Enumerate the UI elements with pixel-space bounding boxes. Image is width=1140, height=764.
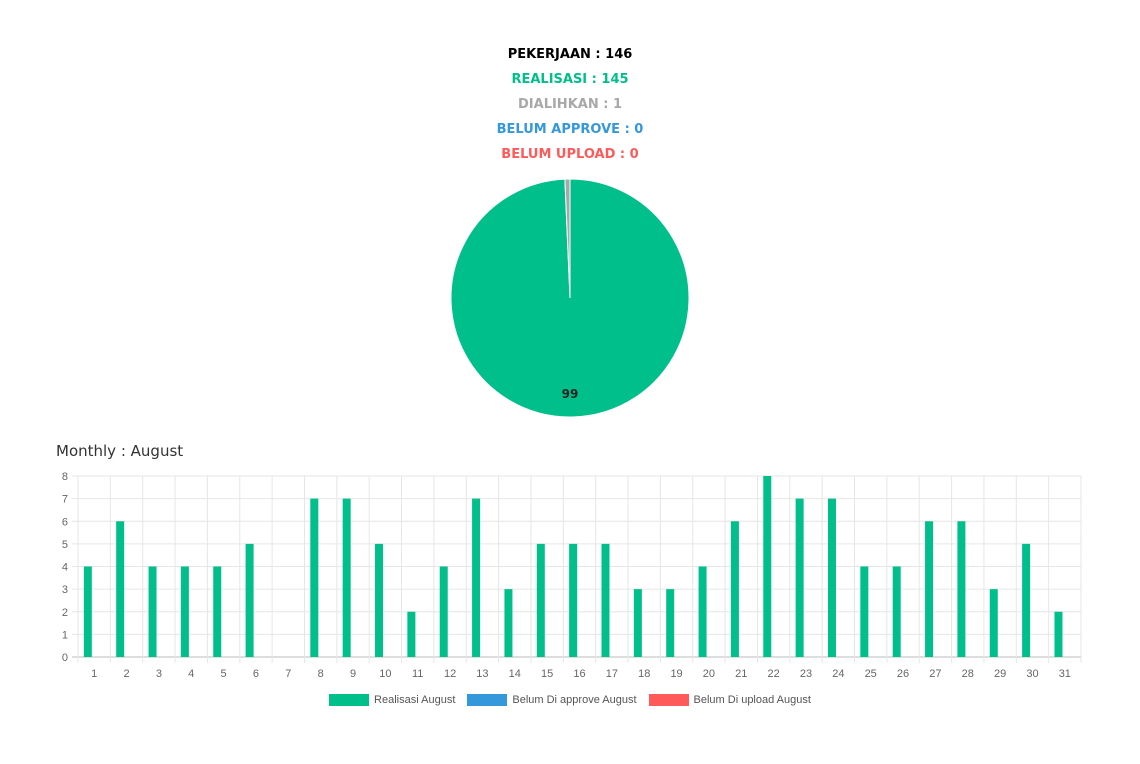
legend-swatch [329, 694, 370, 706]
y-tick-label: 5 [62, 539, 68, 551]
bar-realisasi-3[interactable] [148, 566, 157, 658]
x-tick-label: 28 [962, 668, 974, 680]
x-tick-label: 3 [156, 668, 162, 680]
x-tick-label: 5 [221, 668, 227, 680]
x-tick-label: 30 [1026, 668, 1038, 680]
bar-realisasi-16[interactable] [569, 543, 578, 657]
x-tick-label: 23 [800, 668, 812, 680]
legend-swatch [467, 694, 508, 706]
x-tick-label: 31 [1059, 668, 1071, 680]
x-tick-label: 22 [768, 668, 780, 680]
x-tick-label: 2 [123, 668, 129, 680]
bar-realisasi-14[interactable] [504, 589, 513, 657]
bar-realisasi-24[interactable] [827, 498, 836, 657]
y-tick-label: 7 [62, 494, 68, 506]
bar-realisasi-17[interactable] [601, 543, 610, 657]
bar-realisasi-25[interactable] [860, 566, 869, 658]
bar-realisasi-20[interactable] [698, 566, 707, 658]
x-tick-label: 25 [865, 668, 877, 680]
x-tick-label: 14 [509, 668, 521, 680]
bar-realisasi-8[interactable] [310, 498, 319, 657]
pie-data-label: 99 [562, 387, 579, 401]
x-tick-label: 1 [91, 668, 97, 680]
x-tick-label: 11 [412, 668, 423, 680]
x-tick-label: 12 [444, 668, 456, 680]
y-tick-label: 2 [62, 607, 68, 619]
legend-label: Belum Di approve August [512, 694, 637, 706]
x-tick-label: 4 [188, 668, 194, 680]
y-tick-label: 0 [62, 652, 68, 664]
bar-realisasi-18[interactable] [633, 589, 642, 657]
bar-realisasi-21[interactable] [730, 521, 739, 657]
stat-belum-approve: BELUM APPROVE : 0 [496, 122, 644, 137]
bar-realisasi-29[interactable] [989, 589, 998, 657]
stat-pekerjaan: PEKERJAAN : 146 [507, 47, 633, 62]
bar-realisasi-31[interactable] [1054, 611, 1063, 657]
x-tick-label: 13 [476, 668, 488, 680]
bar-realisasi-13[interactable] [472, 498, 481, 657]
pie-slice-1[interactable] [564, 178, 571, 299]
bar-realisasi-19[interactable] [666, 589, 675, 657]
legend-label: Realisasi August [374, 694, 456, 706]
bar-realisasi-11[interactable] [407, 611, 416, 657]
x-tick-label: 9 [350, 668, 356, 680]
x-tick-label: 27 [929, 668, 941, 680]
pie-chart: 99 [450, 178, 690, 418]
bar-realisasi-5[interactable] [213, 566, 222, 658]
x-tick-label: 21 [735, 668, 747, 680]
x-tick-label: 7 [285, 668, 291, 680]
bar-realisasi-12[interactable] [439, 566, 448, 658]
legend-item-realisasi[interactable]: Realisasi August [329, 694, 455, 706]
x-tick-label: 24 [832, 668, 844, 680]
x-tick-label: 18 [638, 668, 650, 680]
monthly-chart-title: Monthly : August [56, 442, 184, 460]
legend-label: Belum Di upload August [693, 694, 811, 706]
bar-realisasi-23[interactable] [795, 498, 804, 657]
summary-stats: PEKERJAAN : 146 REALISASI : 145 DIALIHKA… [0, 42, 1140, 167]
bar-realisasi-2[interactable] [116, 521, 125, 657]
y-tick-label: 6 [62, 516, 68, 528]
bar-realisasi-9[interactable] [342, 498, 351, 657]
bar-realisasi-4[interactable] [180, 566, 189, 658]
x-tick-label: 26 [897, 668, 909, 680]
bar-realisasi-6[interactable] [245, 543, 254, 657]
x-tick-label: 19 [670, 668, 682, 680]
bar-realisasi-28[interactable] [957, 521, 966, 657]
stat-belum-upload: BELUM UPLOAD : 0 [501, 147, 639, 162]
x-tick-label: 15 [541, 668, 553, 680]
y-tick-label: 4 [62, 562, 68, 574]
legend-item-belum-approve[interactable]: Belum Di approve August [467, 694, 637, 706]
stat-realisasi: REALISASI : 145 [511, 72, 629, 87]
bar-realisasi-10[interactable] [375, 543, 384, 657]
legend-swatch [648, 694, 689, 706]
y-tick-label: 8 [62, 471, 68, 483]
bar-realisasi-27[interactable] [925, 521, 934, 657]
x-tick-label: 6 [253, 668, 259, 680]
bar-realisasi-30[interactable] [1022, 543, 1031, 657]
y-tick-label: 3 [62, 584, 68, 596]
x-tick-label: 10 [379, 668, 391, 680]
x-tick-label: 29 [994, 668, 1006, 680]
bar-chart-legend: Realisasi August Belum Di approve August… [0, 694, 1140, 706]
x-tick-label: 17 [606, 668, 618, 680]
stat-dialihkan: DIALIHKAN : 1 [518, 97, 622, 112]
x-tick-label: 8 [318, 668, 324, 680]
y-tick-label: 1 [62, 629, 68, 641]
x-tick-label: 16 [573, 668, 585, 680]
bar-realisasi-26[interactable] [892, 566, 901, 658]
bar-realisasi-22[interactable] [763, 476, 772, 657]
legend-item-belum-upload[interactable]: Belum Di upload August [648, 694, 811, 706]
bar-realisasi-1[interactable] [83, 566, 92, 658]
x-tick-label: 20 [703, 668, 715, 680]
bar-realisasi-15[interactable] [536, 543, 545, 657]
